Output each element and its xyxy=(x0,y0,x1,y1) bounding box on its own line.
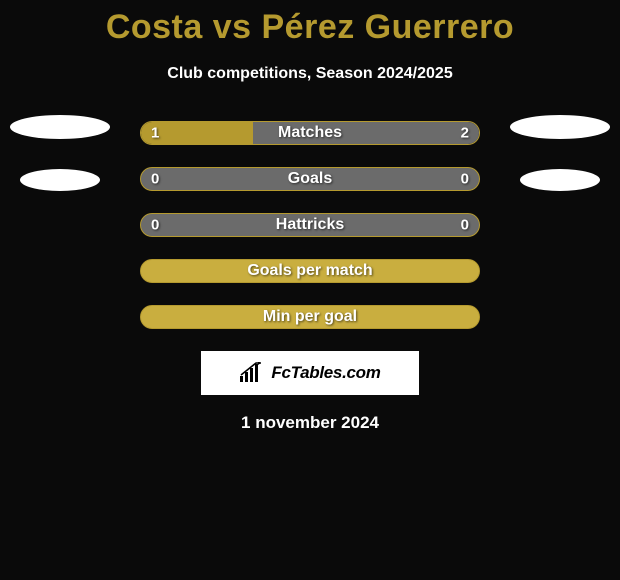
stat-label: Matches xyxy=(278,124,342,142)
stat-value-right: 2 xyxy=(461,125,469,142)
stat-value-right: 0 xyxy=(461,217,469,234)
team-right-column xyxy=(510,115,610,191)
stat-row: 1 2 Matches xyxy=(140,121,480,145)
stat-rows-container: 1 2 Matches 0 0 Goals 0 0 Hattricks Goals per mat… xyxy=(140,121,480,329)
stat-row: Min per goal xyxy=(140,305,480,329)
stat-row: 0 0 Hattricks xyxy=(140,213,480,237)
team-right-badge xyxy=(510,115,610,139)
team-left-badge xyxy=(10,115,110,139)
stat-value-right: 0 xyxy=(461,171,469,188)
stat-value-left: 1 xyxy=(151,125,159,142)
footer-date: 1 november 2024 xyxy=(0,413,620,433)
page-title: Costa vs Pérez Guerrero xyxy=(0,0,620,47)
stat-value-left: 0 xyxy=(151,217,159,234)
stats-area: 1 2 Matches 0 0 Goals 0 0 Hattricks Goals per mat… xyxy=(0,121,620,329)
stat-label: Min per goal xyxy=(263,308,357,326)
stat-label: Goals per match xyxy=(247,262,372,280)
footer-brand-badge: FcTables.com xyxy=(201,351,419,395)
footer-brand-text: FcTables.com xyxy=(271,363,380,383)
team-left-badge-secondary xyxy=(20,169,100,191)
team-right-badge-secondary xyxy=(520,169,600,191)
stat-row: Goals per match xyxy=(140,259,480,283)
stat-label: Hattricks xyxy=(276,216,344,234)
stat-row: 0 0 Goals xyxy=(140,167,480,191)
team-left-column xyxy=(10,115,110,191)
chart-icon xyxy=(239,362,265,384)
stat-value-left: 0 xyxy=(151,171,159,188)
page-subtitle: Club competitions, Season 2024/2025 xyxy=(0,65,620,83)
stat-label: Goals xyxy=(288,170,332,188)
